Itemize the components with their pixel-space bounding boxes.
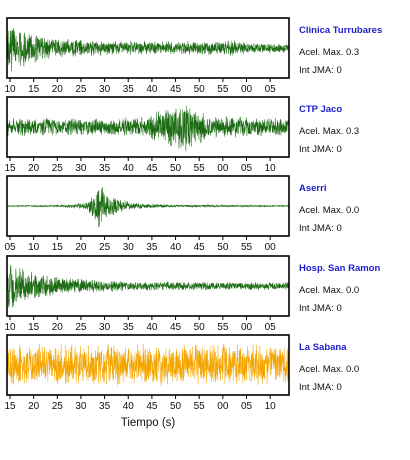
x-tick-label: 20 (75, 242, 87, 253)
x-tick-label: 25 (75, 322, 87, 333)
acel-max-label: Acel. Max. 0.3 (299, 126, 359, 137)
x-tick-label: 40 (146, 84, 158, 95)
x-tick-label: 20 (52, 84, 64, 95)
x-tick-label: 55 (217, 84, 229, 95)
station-name: Clinica Turrubares (299, 25, 382, 36)
x-tick-label: 45 (194, 242, 206, 253)
x-tick-label: 10 (4, 84, 16, 95)
x-tick-label: 40 (123, 163, 135, 174)
seismogram-trace (6, 265, 290, 308)
x-tick-label: 50 (217, 242, 229, 253)
station-name: Hosp. San Ramon (299, 263, 380, 274)
panel-frame (6, 96, 290, 158)
x-tick-label: 20 (52, 322, 64, 333)
seismogram-panel-3: 10 15 20 25 30 35 40 45 50 55 00 05 Hosp. San Ramon A… (4, 255, 380, 333)
seismogram-panel-4: 15 20 25 30 35 40 45 50 55 00 05 10 La Sabana Acel. M… (4, 334, 359, 412)
x-tick-label: 15 (28, 84, 40, 95)
x-tick-label: 30 (99, 322, 111, 333)
x-tick-label: 25 (52, 401, 64, 412)
x-tick-label: 05 (241, 163, 253, 174)
x-axis-title: Tiempo (s) (121, 417, 176, 429)
station-name: La Sabana (299, 342, 347, 353)
x-tick-label: 10 (28, 242, 40, 253)
x-tick-label: 05 (4, 242, 16, 253)
x-tick-label: 15 (28, 322, 40, 333)
x-tick-label: 25 (52, 163, 64, 174)
seismogram-trace (6, 186, 290, 227)
x-tick-label: 05 (265, 322, 277, 333)
x-tick-label: 00 (217, 401, 229, 412)
acel-max-label: Acel. Max. 0.0 (299, 285, 359, 296)
x-tick-label: 10 (265, 401, 277, 412)
panel-frame (6, 255, 290, 317)
acel-max-label: Acel. Max. 0.3 (299, 47, 359, 58)
x-tick-label: 55 (194, 401, 206, 412)
x-tick-label: 55 (194, 163, 206, 174)
x-tick-label: 20 (28, 401, 40, 412)
x-tick-label: 10 (265, 163, 277, 174)
station-name: CTP Jaco (299, 104, 342, 115)
x-tick-label: 35 (146, 242, 158, 253)
x-tick-label: 50 (194, 84, 206, 95)
x-tick-label: 40 (146, 322, 158, 333)
x-tick-label: 30 (99, 84, 111, 95)
x-tick-label: 35 (99, 401, 111, 412)
x-tick-label: 55 (241, 242, 253, 253)
x-tick-label: 30 (123, 242, 135, 253)
x-tick-label: 15 (52, 242, 64, 253)
seismogram-panel-0: 10 15 20 25 30 35 40 45 50 55 00 05 Clinica Turrubar… (4, 17, 382, 95)
jma-intensity-label: Int JMA: 0 (299, 303, 342, 314)
seismogram-panel-2: 05 10 15 20 25 30 35 40 45 50 55 00 Aserri Acel. Max.… (4, 175, 359, 253)
seismogram-trace (6, 343, 290, 386)
acel-max-label: Acel. Max. 0.0 (299, 205, 359, 216)
panel-frame (6, 17, 290, 79)
seismogram-trace (6, 28, 290, 72)
x-tick-label: 10 (4, 322, 16, 333)
x-tick-label: 40 (123, 401, 135, 412)
x-tick-label: 25 (75, 84, 87, 95)
x-tick-label: 50 (194, 322, 206, 333)
seismogram-trace (6, 105, 290, 152)
x-tick-label: 15 (4, 163, 16, 174)
acel-max-label: Acel. Max. 0.0 (299, 364, 359, 375)
x-tick-label: 45 (146, 163, 158, 174)
x-tick-label: 30 (75, 401, 87, 412)
jma-intensity-label: Int JMA: 0 (299, 65, 342, 76)
x-tick-label: 15 (4, 401, 16, 412)
x-tick-label: 05 (241, 401, 253, 412)
x-tick-label: 45 (170, 322, 182, 333)
x-tick-label: 00 (241, 322, 253, 333)
x-tick-label: 45 (146, 401, 158, 412)
jma-intensity-label: Int JMA: 0 (299, 223, 342, 234)
x-tick-label: 20 (28, 163, 40, 174)
panel-frame (6, 334, 290, 396)
x-tick-label: 00 (217, 163, 229, 174)
seismogram-panel-1: 15 20 25 30 35 40 45 50 55 00 05 10 CTP Jaco Acel. Ma… (4, 96, 359, 174)
x-tick-label: 05 (265, 84, 277, 95)
x-tick-label: 45 (170, 84, 182, 95)
x-tick-label: 30 (75, 163, 87, 174)
x-tick-label: 25 (99, 242, 111, 253)
x-tick-label: 50 (170, 401, 182, 412)
panel-frame (6, 175, 290, 237)
jma-intensity-label: Int JMA: 0 (299, 144, 342, 155)
jma-intensity-label: Int JMA: 0 (299, 382, 342, 393)
x-tick-label: 35 (99, 163, 111, 174)
x-tick-label: 35 (123, 322, 135, 333)
x-tick-label: 50 (170, 163, 182, 174)
station-name: Aserri (299, 183, 326, 194)
x-tick-label: 40 (170, 242, 182, 253)
x-tick-label: 55 (217, 322, 229, 333)
x-tick-label: 00 (241, 84, 253, 95)
x-tick-label: 35 (123, 84, 135, 95)
x-tick-label: 00 (265, 242, 277, 253)
